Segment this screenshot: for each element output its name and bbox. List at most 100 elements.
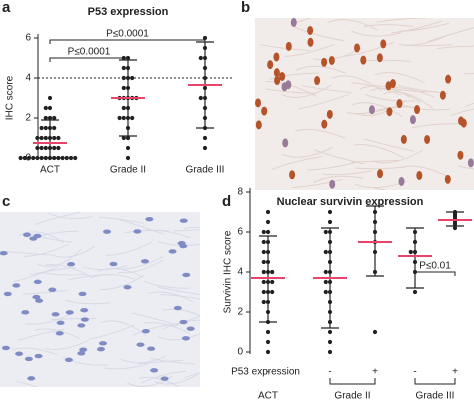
- nucleus: [65, 310, 74, 315]
- data-point: [22, 155, 27, 161]
- nucleus: [96, 346, 105, 352]
- nucleus: [439, 90, 446, 100]
- fiber: [321, 170, 372, 176]
- fiber: [68, 273, 114, 281]
- data-point: [52, 125, 57, 131]
- data-point: [43, 115, 48, 121]
- fiber: [35, 212, 81, 225]
- data-point: [327, 339, 333, 345]
- nucleus: [386, 107, 393, 117]
- nucleus: [282, 138, 289, 148]
- nucleus: [398, 176, 405, 186]
- fiber: [281, 84, 332, 98]
- x-tick-label: -: [266, 367, 269, 378]
- fiber: [271, 156, 322, 171]
- nucleus: [160, 376, 169, 381]
- group-label: Grade II: [334, 391, 370, 402]
- fiber: [363, 138, 415, 152]
- nucleus: [186, 326, 195, 331]
- nucleus: [307, 37, 314, 47]
- fiber: [399, 165, 450, 178]
- fiber: [98, 216, 145, 224]
- nucleus: [261, 106, 268, 116]
- fiber: [450, 108, 474, 117]
- fiber: [99, 274, 145, 291]
- fiber: [157, 333, 200, 341]
- nucleus: [123, 284, 132, 290]
- fiber: [411, 123, 463, 129]
- data-point: [130, 115, 135, 121]
- fiber: [11, 347, 57, 355]
- fiber: [314, 149, 365, 165]
- panel-label: a: [2, 0, 11, 16]
- nucleus: [389, 79, 396, 89]
- nucleus: [444, 174, 451, 184]
- fiber: [268, 72, 320, 80]
- nucleus: [34, 353, 43, 359]
- fiber: [327, 19, 378, 31]
- fiber: [374, 187, 389, 190]
- nucleus: [179, 218, 188, 223]
- nucleus: [33, 233, 42, 239]
- nucleus: [273, 68, 280, 78]
- fiber: [22, 289, 68, 295]
- nucleus: [416, 170, 423, 180]
- fiber: [351, 102, 403, 117]
- data-point: [261, 259, 266, 265]
- fiber: [313, 175, 364, 183]
- fiber: [117, 259, 164, 274]
- data-point: [452, 225, 458, 231]
- fiber: [363, 24, 414, 28]
- chart-title: P53 expression: [88, 6, 169, 18]
- nucleus: [354, 43, 361, 53]
- x-tick-label: -: [413, 367, 416, 378]
- nucleus: [267, 60, 274, 70]
- fiber: [158, 241, 200, 246]
- nucleus: [77, 351, 86, 356]
- nucleus: [290, 18, 297, 27]
- significance-label: P≤0.0001: [106, 29, 149, 40]
- nucleus: [21, 310, 30, 315]
- fiber: [162, 308, 200, 317]
- data-point: [52, 115, 57, 121]
- fiber: [183, 226, 200, 230]
- data-point: [202, 135, 208, 141]
- fiber: [138, 359, 184, 365]
- nucleus: [80, 307, 89, 313]
- fiber: [100, 320, 146, 336]
- data-point: [31, 155, 36, 161]
- nucleus: [24, 356, 33, 362]
- fiber: [184, 372, 200, 379]
- nucleus: [314, 76, 321, 86]
- data-point: [265, 229, 271, 235]
- data-point: [265, 349, 271, 355]
- fiber: [154, 372, 200, 385]
- fiber: [331, 75, 383, 92]
- fiber: [149, 357, 196, 365]
- nucleus: [56, 320, 65, 326]
- fiber: [16, 380, 39, 387]
- data-point: [261, 249, 266, 255]
- significance-bracket: [49, 39, 206, 44]
- fiber: [436, 45, 474, 50]
- nucleus: [79, 347, 88, 352]
- fiber: [23, 243, 70, 257]
- fiber: [47, 212, 93, 220]
- data-point: [60, 155, 65, 161]
- nucleus: [400, 134, 407, 144]
- data-point: [43, 135, 48, 141]
- fiber: [173, 229, 200, 232]
- nucleus: [380, 39, 387, 49]
- x-tick-label: Grade III: [186, 165, 225, 176]
- panel-label: b: [241, 0, 250, 16]
- fiber: [292, 179, 343, 189]
- y-tick-label: 2: [25, 113, 31, 124]
- y-tick-label: 4: [25, 73, 31, 84]
- nucleus: [140, 259, 149, 264]
- nucleus: [285, 80, 292, 90]
- nucleus: [64, 357, 73, 363]
- fiber: [160, 293, 200, 300]
- nucleus: [457, 150, 464, 160]
- data-point: [261, 289, 266, 295]
- x-axis-label: P53 expression: [231, 367, 300, 378]
